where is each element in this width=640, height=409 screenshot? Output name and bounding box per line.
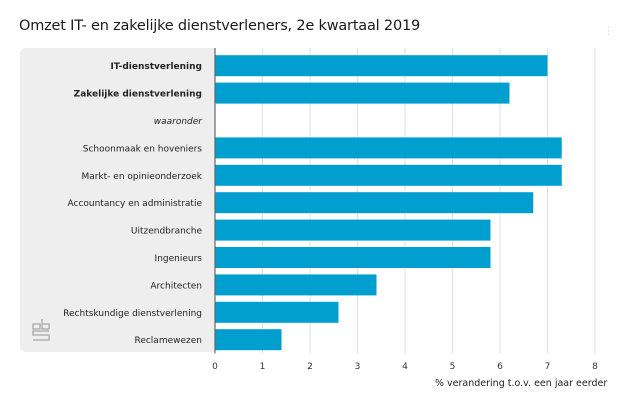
category-label: Ingenieurs [155, 254, 203, 264]
bar [215, 164, 562, 186]
category-label: Reclamewezen [134, 336, 202, 346]
category-label-panel [20, 48, 215, 352]
bar [215, 219, 491, 241]
x-tick-label: 6 [497, 362, 503, 372]
bar [215, 301, 339, 323]
bar [215, 55, 548, 77]
x-tick-label: 7 [545, 362, 551, 372]
cbs-logo-icon [32, 319, 50, 341]
x-tick-label: 3 [355, 362, 361, 372]
category-label: Rechtskundige dienstverlening [63, 309, 202, 319]
x-tick-label: 8 [592, 362, 598, 372]
bar [215, 137, 562, 159]
category-label: Accountancy en administratie [68, 199, 203, 209]
x-axis-title: % verandering t.o.v. een jaar eerder [435, 378, 608, 389]
x-tick-label: 5 [450, 362, 456, 372]
x-tick-label: 2 [307, 362, 313, 372]
category-label: IT-dienstverlening [110, 62, 202, 72]
bar [215, 274, 377, 296]
x-tick-label: 0 [212, 362, 218, 372]
category-label: Architecten [150, 281, 202, 291]
x-tick-label: 4 [402, 362, 408, 372]
chart-title: Omzet IT- en zakelijke dienstverleners, … [19, 18, 421, 34]
bar [215, 192, 534, 214]
category-label: Uitzendbranche [131, 227, 203, 237]
category-label: Zakelijke dienstverlening [74, 90, 202, 100]
x-tick-label: 1 [260, 362, 266, 372]
category-label: Markt- en opinieonderzoek [81, 172, 202, 182]
bar [215, 82, 510, 104]
category-label: waaronder [154, 117, 204, 127]
vertical-dots-icon[interactable]: ⋮ [603, 24, 614, 37]
bar [215, 247, 491, 268]
category-label: Schoonmaak en hoveniers [83, 144, 203, 154]
bar [215, 329, 282, 351]
